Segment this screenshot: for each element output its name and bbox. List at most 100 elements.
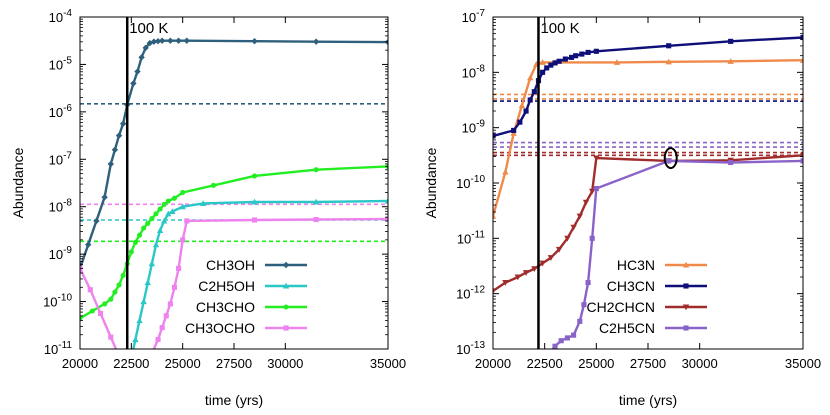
data-point-CH3OH: [154, 37, 162, 45]
data-point-CH2CHCN: [564, 235, 571, 242]
data-point-CH3OCHO: [108, 334, 114, 340]
data-point-CH3CN: [593, 48, 599, 54]
data-point-CH3CHO: [120, 272, 126, 279]
data-point-CH2CHCN: [493, 288, 497, 295]
vline-label: 100 K: [540, 20, 579, 37]
data-point-CH3OCHO: [171, 284, 178, 290]
data-point-CH2CHCN: [576, 213, 583, 220]
legend: HC3N CH3CN CH2CHCN C2H5CN: [587, 257, 707, 336]
data-point-CH3CN: [800, 34, 803, 41]
data-point-CH3CN: [531, 89, 537, 95]
data-point-CH2CHCN: [522, 270, 530, 276]
data-point-C2H5CN: [589, 235, 595, 241]
data-point-CH2CHCN: [582, 199, 590, 206]
y-tick-label: 10-8: [49, 198, 73, 215]
data-point-CH3CN: [544, 65, 550, 71]
data-point-CH2CHCN: [539, 260, 546, 267]
data-point-HC3N: [518, 102, 526, 109]
data-point-CH3OCHO: [184, 218, 190, 224]
data-point-C2H5OH: [165, 210, 172, 217]
data-point-CH3OCHO: [87, 287, 93, 293]
data-point-CH3CHO: [89, 308, 95, 314]
panel-left: 100 K 20000 22500 25000 27500 30000 35000 10-1…: [10, 8, 406, 408]
data-point-CH2CHCN: [593, 155, 600, 162]
legend-label-CH3CHO: CH3CHO: [196, 299, 255, 315]
y-tick-label: 10-7: [462, 8, 486, 25]
data-point-CH3CHO: [132, 239, 138, 245]
data-point-C2H5OH: [312, 198, 320, 205]
axis-ticks: 20000 22500 25000 27500 30000 35000 10-13 10-12…: [456, 8, 821, 371]
y-tick-label: 10-10: [456, 174, 485, 191]
data-point-CH3OH: [183, 37, 190, 44]
data-point-C2H5CN: [666, 158, 672, 164]
data-point-CH3CHO: [180, 189, 186, 196]
data-point-CH3CHO: [165, 198, 171, 204]
data-point-CH3OH: [251, 37, 258, 45]
data-point-C2H5OH: [152, 241, 160, 248]
data-point-CH3OH: [167, 37, 174, 44]
data-point-CH3CHO: [128, 249, 134, 255]
legend: CH3OH C2H5OH CH3CHO CH3OCHO: [185, 257, 307, 336]
data-point-CH3OH: [107, 160, 114, 168]
panel-right: 100 K 20000 22500 25000 27500 30000 35000 10-1…: [423, 8, 821, 408]
data-point-CH3CN: [562, 56, 568, 62]
data-point-CH3OH: [312, 38, 320, 45]
data-point-CH2CHCN: [570, 224, 577, 231]
data-point-HC3N: [799, 56, 803, 63]
data-point-CH3CHO: [116, 282, 122, 288]
data-point-CH3CHO: [157, 206, 163, 212]
series-group: [493, 34, 803, 349]
data-point-CH3OCHO: [176, 265, 182, 271]
data-point-CH3OH: [93, 217, 100, 225]
legend-marker-CH3OCHO: [283, 325, 289, 331]
legend-label-CH3CN: CH3CN: [607, 278, 655, 294]
data-point-CH2CHCN: [799, 152, 803, 159]
x-tick-label: 25000: [165, 356, 201, 371]
data-point-C2H5CN: [577, 318, 583, 324]
x-tick-label: 25000: [578, 356, 614, 371]
x-tick-label: 35000: [785, 356, 821, 371]
data-point-CH3OCHO: [385, 216, 388, 222]
series-group: [80, 37, 388, 349]
y-tick-label: 10-13: [456, 340, 485, 357]
data-point-CH3CHO: [80, 315, 83, 321]
data-point-CH3CHO: [102, 301, 108, 307]
x-axis-label: time (yrs): [619, 392, 677, 408]
legend-marker-HC3N: [682, 261, 690, 268]
y-tick-label: 10-11: [457, 229, 486, 246]
data-point-C2H5OH: [169, 208, 176, 215]
x-tick-label: 27500: [216, 356, 252, 371]
data-point-CH3CN: [517, 119, 523, 125]
data-point-C2H5OH: [136, 317, 143, 324]
data-point-C2H5CN: [571, 332, 577, 338]
legend-label-CH2CHCN: CH2CHCN: [587, 299, 655, 315]
data-point-CH3CN: [556, 58, 562, 64]
y-tick-label: 10-4: [49, 8, 73, 25]
y-axis-label: Abundance: [423, 147, 439, 218]
legend-marker-CH3CHO: [283, 304, 289, 310]
data-point-CH3OCHO: [180, 237, 186, 243]
legend-label-C2H5OH: C2H5OH: [198, 278, 255, 294]
annotation-ellipse: [663, 147, 678, 170]
x-axis-label: time (yrs): [205, 392, 263, 408]
data-point-C2H5OH: [251, 198, 258, 205]
data-point-CH3OH: [119, 120, 127, 127]
axis-ticks: 20000 22500 25000 27500 30000 35000 10-11 10-10…: [43, 8, 406, 371]
data-point-CH3OH: [134, 68, 141, 75]
data-point-HC3N: [527, 74, 534, 81]
y-tick-label: 10-8: [462, 63, 486, 80]
data-point-C2H5OH: [179, 203, 186, 210]
legend-marker-C2H5OH: [282, 282, 290, 289]
data-point-CH3OCHO: [313, 216, 319, 223]
data-point-CH3OCHO: [163, 313, 169, 319]
data-point-CH3OH: [111, 146, 119, 153]
y-tick-label: 10-6: [49, 103, 73, 120]
data-point-CH3CN: [666, 43, 672, 49]
x-tick-label: 20000: [475, 356, 511, 371]
data-point-HC3N: [665, 58, 672, 65]
y-tick-label: 10-5: [49, 55, 73, 72]
data-point-CH3OCHO: [114, 348, 120, 349]
data-point-CH3CN: [511, 127, 517, 133]
data-point-CH3OCHO: [167, 301, 173, 307]
